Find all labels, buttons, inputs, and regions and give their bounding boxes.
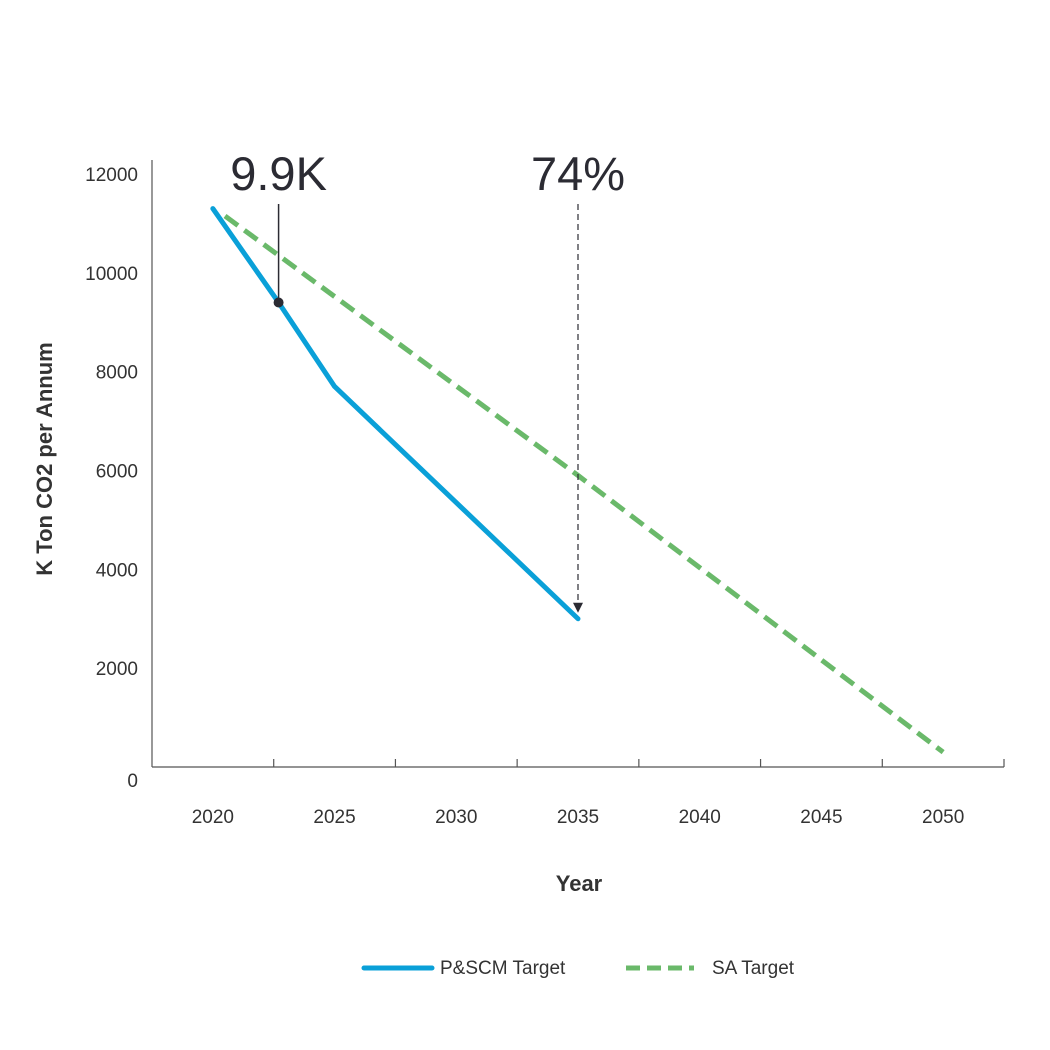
- annotation-label: 74%: [531, 147, 625, 200]
- annotation-dot: [273, 297, 284, 308]
- series-line-sa-target: [223, 213, 945, 755]
- y-tick-label: 4000: [96, 560, 138, 581]
- x-tick-label: 2030: [435, 807, 477, 828]
- y-tick-label: 8000: [96, 363, 138, 384]
- annotations: 9.9K 74%: [230, 147, 625, 613]
- x-axis-title: Year: [556, 871, 603, 896]
- y-tick-label: 0: [127, 771, 138, 792]
- annotation-arrowhead: [573, 602, 583, 613]
- x-tick-label: 2020: [192, 807, 234, 828]
- y-tick-label: 10000: [85, 264, 138, 285]
- x-tick-label: 2040: [679, 807, 721, 828]
- series-line-p-scm-target: [210, 206, 581, 622]
- legend-item: P&SCM Target: [361, 958, 566, 979]
- y-tick-label: 12000: [85, 165, 138, 186]
- series-layer: [210, 206, 945, 755]
- x-tick-label: 2035: [557, 807, 599, 828]
- legend-item: SA Target: [626, 958, 795, 979]
- annotation-label: 9.9K: [230, 147, 327, 200]
- x-tick-label: 2050: [922, 807, 964, 828]
- y-tick-label: 6000: [96, 462, 138, 483]
- legend-label: P&SCM Target: [440, 958, 566, 979]
- x-tick-label: 2045: [800, 807, 842, 828]
- legend: P&SCM Target SA Target: [361, 958, 795, 979]
- x-tick-label: 2025: [313, 807, 355, 828]
- y-axis-title: K Ton CO2 per Annum: [32, 342, 57, 575]
- axes: 2020 2025 2030 2035 2040 2045 2050 0 2000 4000 600…: [85, 160, 1005, 828]
- y-tick-label: 2000: [96, 659, 138, 680]
- legend-label: SA Target: [712, 958, 795, 979]
